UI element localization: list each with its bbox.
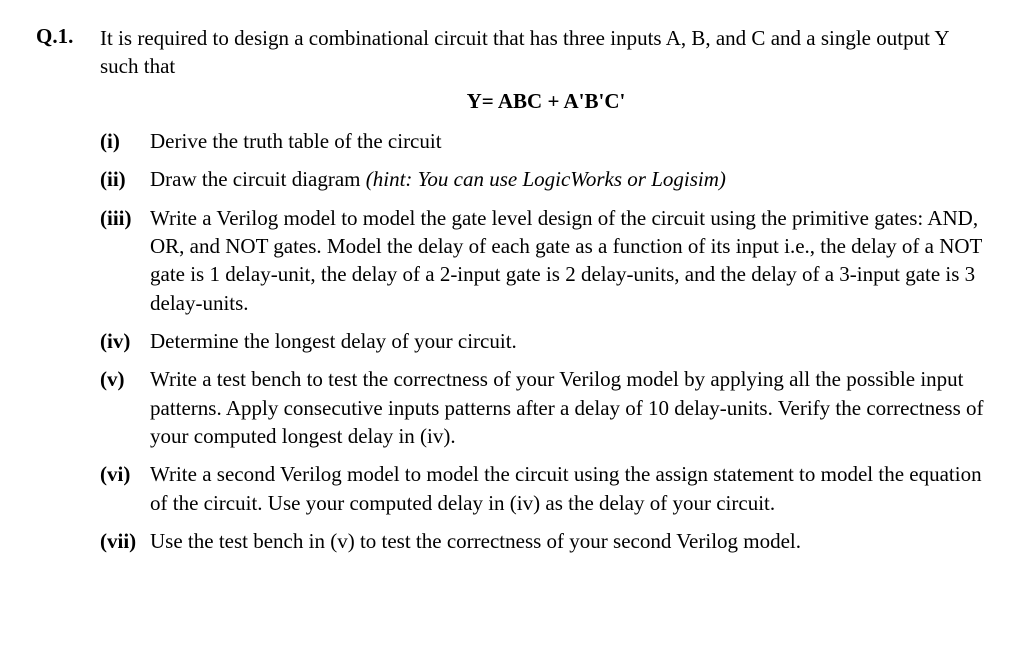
part-label: (vi) xyxy=(100,460,138,517)
question-number: Q.1. xyxy=(36,24,82,556)
part-ii: (ii) Draw the circuit diagram (hint: You… xyxy=(100,165,992,193)
question-container: Q.1. It is required to design a combinat… xyxy=(0,0,1032,580)
part-text: Write a test bench to test the correctne… xyxy=(150,365,992,450)
part-text: Use the test bench in (v) to test the co… xyxy=(150,527,992,555)
part-text: Draw the circuit diagram (hint: You can … xyxy=(150,165,992,193)
part-iii: (iii) Write a Verilog model to model the… xyxy=(100,204,992,317)
part-text: Write a Verilog model to model the gate … xyxy=(150,204,992,317)
part-v: (v) Write a test bench to test the corre… xyxy=(100,365,992,450)
boolean-equation: Y= ABC + A'B'C' xyxy=(100,87,992,115)
question-intro: It is required to design a combinational… xyxy=(100,24,992,81)
question-content: It is required to design a combinational… xyxy=(100,24,992,556)
part-label: (ii) xyxy=(100,165,138,193)
part-text: Determine the longest delay of your circ… xyxy=(150,327,992,355)
part-label: (vii) xyxy=(100,527,138,555)
part-i: (i) Derive the truth table of the circui… xyxy=(100,127,992,155)
part-label: (iv) xyxy=(100,327,138,355)
question-parts-list: (i) Derive the truth table of the circui… xyxy=(100,127,992,555)
part-text: Derive the truth table of the circuit xyxy=(150,127,992,155)
part-vii: (vii) Use the test bench in (v) to test … xyxy=(100,527,992,555)
part-vi: (vi) Write a second Verilog model to mod… xyxy=(100,460,992,517)
part-iv: (iv) Determine the longest delay of your… xyxy=(100,327,992,355)
part-label: (iii) xyxy=(100,204,138,317)
part-label: (v) xyxy=(100,365,138,450)
part-text: Write a second Verilog model to model th… xyxy=(150,460,992,517)
part-label: (i) xyxy=(100,127,138,155)
